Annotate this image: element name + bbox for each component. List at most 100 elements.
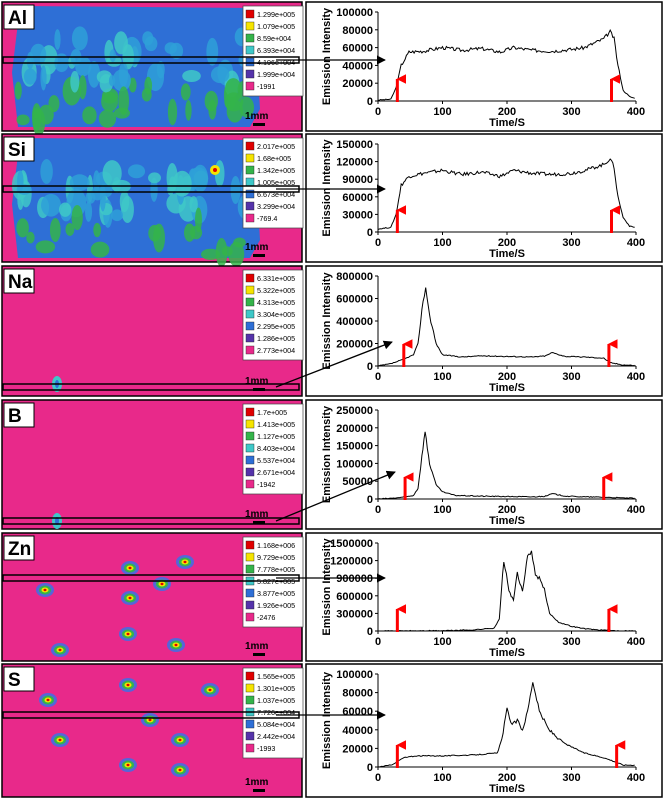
map-speckle: [90, 241, 110, 258]
legend-swatch: [245, 419, 255, 429]
legend-value: -769.4: [257, 214, 277, 223]
map-speckle: [230, 175, 241, 205]
element-label: Al: [8, 8, 27, 29]
map-speckle: [35, 240, 56, 254]
panel-zn: Zn 1.168e+0069.729e+0057.778e+0055.827e+0…: [1, 532, 663, 662]
map-speckle: [206, 37, 219, 66]
map-hotspot: [213, 168, 217, 172]
map-speckle: [26, 231, 35, 244]
panel-al: Al 1.299e+005 1.079e+005 8.59e+004 6.393e+00…: [1, 1, 663, 137]
element-label-box: [3, 402, 35, 428]
y-tick-label: 0: [367, 96, 373, 108]
map-speckle: [98, 109, 117, 128]
map-speckle: [70, 70, 80, 93]
y-tick-label: 60000: [342, 192, 373, 204]
legend-swatch: [245, 479, 255, 489]
scale-bar: [253, 789, 265, 792]
x-tick-label: 200: [498, 106, 516, 118]
legend-value: 1.127e+005: [257, 432, 295, 441]
y-tick-label: 600000: [336, 591, 373, 603]
y-axis-label: Emission Intensity: [321, 538, 333, 636]
legend-value: 1.301e+005: [257, 684, 295, 693]
legend-value: 3.304e+005: [257, 310, 295, 319]
legend-swatch: [245, 612, 255, 622]
map-speckle: [182, 69, 201, 83]
legend-swatch: [245, 407, 255, 417]
map-hotspot: [58, 648, 62, 652]
y-tick-label: 300000: [336, 608, 373, 620]
color-legend: 1.7e+005 1.413e+005 1.127e+005 8.403e+004 5.…: [242, 403, 304, 495]
x-tick-label: 0: [375, 772, 381, 784]
map-speckle: [101, 91, 119, 112]
x-tick-label: 0: [375, 504, 381, 516]
map-speckle: [224, 92, 244, 112]
legend-swatch: [245, 309, 255, 319]
element-label-box: [3, 4, 35, 30]
map-hotspot: [55, 517, 59, 525]
legend-value: 2.442e+004: [257, 732, 295, 741]
legend-swatch: [245, 189, 255, 199]
map-speckle: [65, 222, 75, 236]
legend-swatch: [245, 719, 255, 729]
map-speckle: [156, 60, 165, 79]
map-hotspot: [43, 588, 47, 592]
element-label: Zn: [8, 539, 31, 560]
scan-line: [2, 383, 300, 391]
x-tick-label: 300: [562, 237, 580, 249]
legend-swatch: [245, 731, 255, 741]
element-label-box: [3, 268, 35, 294]
y-tick-label: 1200000: [330, 556, 373, 568]
map-hotspot: [46, 698, 50, 702]
legend-value: 1.413e+005: [257, 420, 295, 429]
scale-bar: [253, 653, 265, 656]
x-tick-label: 100: [433, 237, 451, 249]
legend-swatch: [245, 201, 255, 211]
y-tick-label: 0: [367, 227, 373, 239]
y-tick-label: 20000: [342, 743, 373, 755]
y-tick-label: 200000: [336, 423, 373, 435]
series-line: [377, 682, 635, 768]
map-speckle: [109, 49, 116, 62]
legend-value: 6.673e+004: [257, 190, 295, 199]
y-tick-label: 80000: [342, 688, 373, 700]
map-speckle: [16, 114, 30, 126]
x-axis-label: Time/S: [489, 515, 525, 527]
y-axis-label: Emission Intensity: [321, 671, 333, 769]
legend-value: -1942: [257, 480, 275, 489]
panel-na: Na 6.331e+005 5.322e+005 4.313e+005 3.304e+0…: [1, 265, 663, 397]
map-hotspot: [148, 718, 152, 722]
element-label: S: [8, 670, 21, 691]
y-tick-label: 400000: [336, 316, 373, 328]
map-speckle: [40, 159, 53, 184]
map-speckle: [41, 193, 61, 217]
map-speckle: [23, 68, 37, 85]
legend-value: 3.877e+005: [257, 589, 295, 598]
color-legend: 2.017e+005 1.68e+005 1.342e+005 1.005e+005 6…: [242, 137, 304, 229]
map-speckle: [32, 107, 40, 119]
element-label: Si: [8, 140, 26, 161]
legend-swatch: [245, 33, 255, 43]
x-tick-label: 0: [375, 106, 381, 118]
y-tick-label: 0: [367, 762, 373, 774]
y-tick-label: 90000: [342, 174, 373, 186]
color-legend: 6.331e+005 5.322e+005 4.313e+005 3.304e+005…: [242, 269, 304, 361]
y-tick-label: 60000: [342, 43, 373, 55]
series-line: [377, 158, 635, 230]
legend-swatch: [245, 431, 255, 441]
chart-plot: 0 20000 40000 60000 80000 100000 0 100 200 300 400…: [321, 669, 645, 795]
legend-swatch: [245, 273, 255, 283]
y-axis-label: Emission Intensity: [321, 139, 333, 237]
map-speckle: [71, 204, 83, 231]
legend-value: 2.295e+005: [257, 322, 295, 331]
x-tick-label: 400: [627, 371, 645, 383]
x-tick-label: 300: [562, 636, 580, 648]
panel-b: B 1.7e+005 1.413e+005 1.127e+005 8.403e+004 5…: [1, 399, 663, 530]
map-speckle: [102, 160, 122, 187]
x-tick-label: 300: [562, 106, 580, 118]
map-hotspot: [128, 566, 132, 570]
y-tick-label: 150000: [336, 441, 373, 453]
map-speckle: [108, 75, 116, 87]
legend-swatch: [245, 81, 255, 91]
scale-bar: [253, 521, 265, 524]
